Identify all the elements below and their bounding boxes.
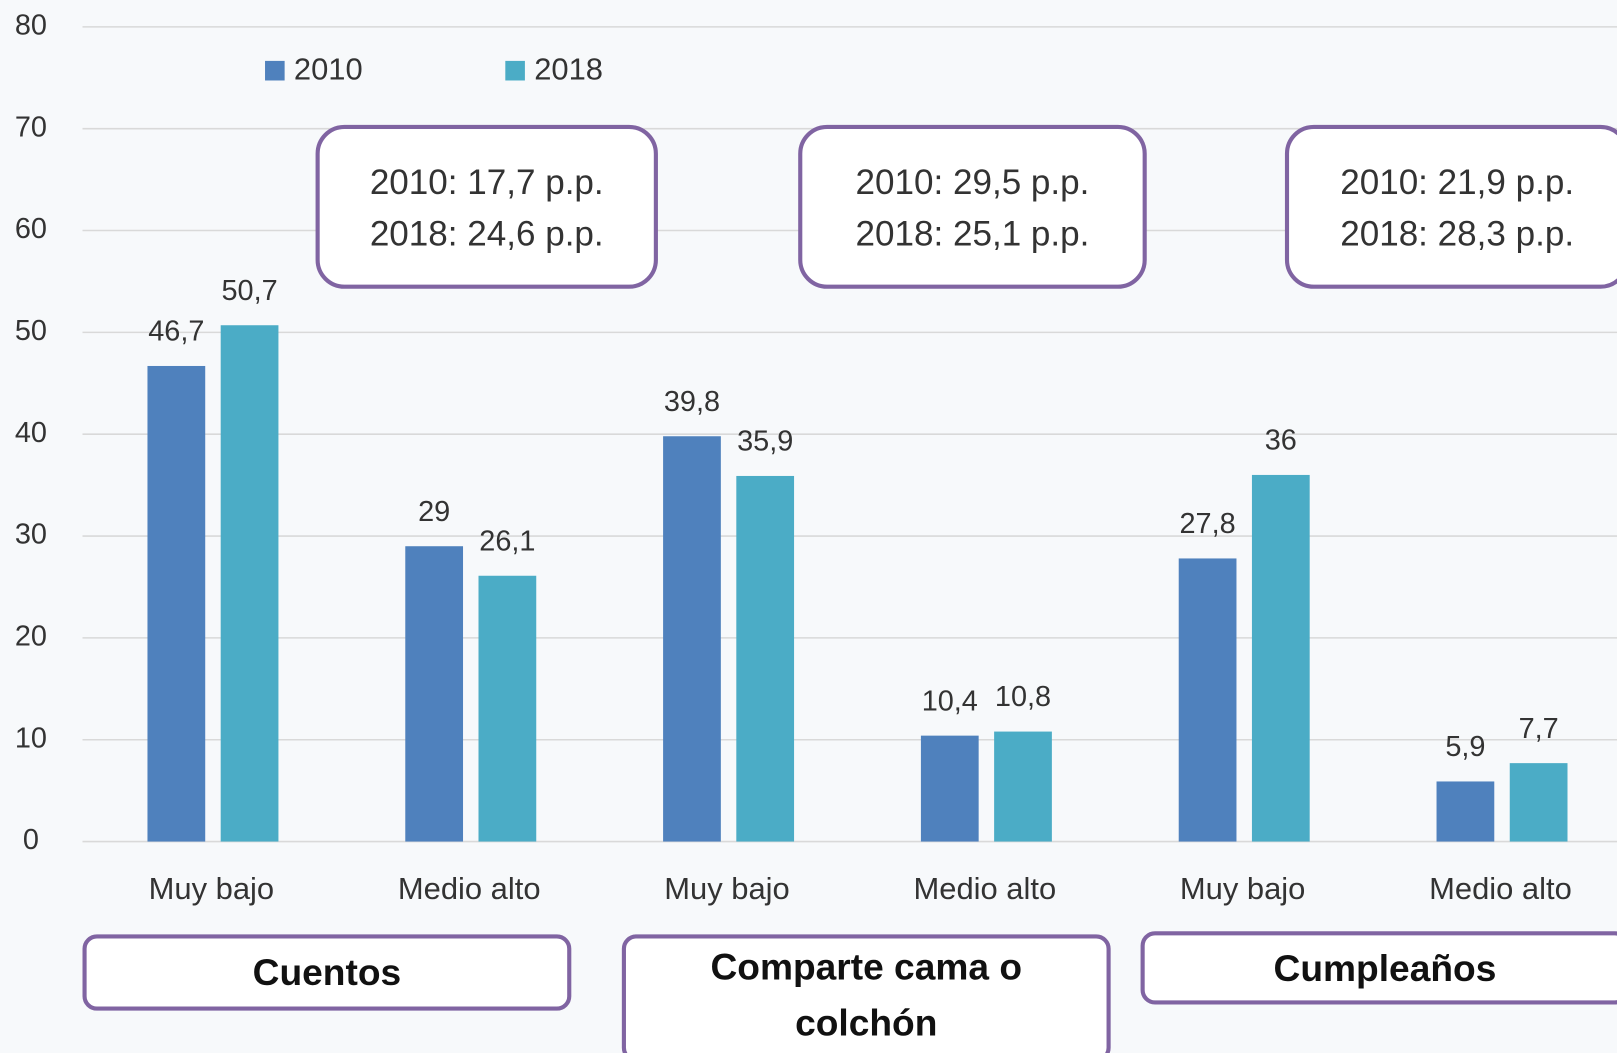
legend-swatch (505, 60, 525, 81)
bar (478, 575, 537, 842)
annotation-text: 2018: 25,1 p.p. (856, 214, 1090, 253)
group-holder: Cumpleaños (1273, 946, 1497, 989)
group-box (1140, 931, 1617, 1005)
value-label: 39,8 (664, 386, 720, 418)
x-tick-label: Muy bajo (149, 871, 274, 906)
legend-label: 2010 (294, 51, 363, 86)
bar (147, 365, 206, 842)
y-tick-label: 60 (15, 213, 47, 245)
x-tick-label: Medio alto (1429, 871, 1572, 906)
x-tick-label: Medio alto (914, 871, 1057, 906)
annotation-box (1284, 124, 1617, 289)
bar (1178, 558, 1237, 842)
value-label: 5,9 (1445, 731, 1485, 763)
annotation-text: 2010: 17,7 p.p. (370, 163, 604, 202)
y-tick-label: 50 (15, 315, 47, 347)
annotation-text: 2018: 24,6 p.p. (370, 214, 604, 253)
value-label: 26,1 (479, 525, 535, 557)
bar (220, 325, 279, 842)
bar (1251, 474, 1310, 842)
y-tick-label: 20 (15, 621, 47, 653)
legend-swatch (265, 60, 285, 81)
bar (1436, 781, 1495, 842)
y-tick-label: 10 (15, 722, 47, 754)
annotation-text: 2010: 29,5 p.p. (856, 163, 1090, 202)
group-box (621, 934, 1111, 1053)
bar (1509, 763, 1568, 842)
y-tick-label: 70 (15, 111, 47, 143)
value-label: 50,7 (221, 275, 277, 307)
annotation-box (315, 124, 658, 289)
value-label: 35,9 (737, 426, 793, 458)
y-tick-label: 40 (15, 417, 47, 449)
value-label: 10,8 (995, 681, 1051, 713)
value-label: 7,7 (1519, 713, 1559, 745)
group-holder: Cuentos (252, 950, 402, 994)
x-tick-label: Medio alto (398, 871, 541, 906)
annotation-text: 2010: 21,9 p.p. (1340, 163, 1574, 202)
bar (405, 546, 464, 842)
annotation-box (798, 124, 1147, 289)
group-label: Cumpleaños (1273, 946, 1497, 989)
bar (920, 735, 979, 842)
group-label: Comparte cama o colchón (710, 945, 1023, 1044)
value-label: 10,4 (922, 685, 978, 717)
annotation-text: 2018: 28,3 p.p. (1340, 214, 1574, 253)
value-label: 29 (418, 496, 450, 528)
y-tick-label: 80 (15, 9, 47, 41)
legend-label: 2018 (534, 51, 603, 86)
x-tick-label: Muy bajo (1180, 871, 1305, 906)
group-holder: Comparte cama o colchón (710, 945, 1023, 1044)
group-label: Cuentos (252, 950, 402, 994)
value-label: 46,7 (148, 316, 204, 348)
x-tick-label: Muy bajo (664, 871, 789, 906)
bar (663, 436, 721, 842)
bar (736, 475, 795, 842)
bar (994, 731, 1052, 842)
y-tick-label: 30 (15, 519, 47, 551)
value-label: 36 (1265, 425, 1297, 457)
group-box (82, 934, 572, 1011)
value-label: 27,8 (1180, 508, 1236, 540)
y-tick-label: 0 (23, 824, 39, 856)
